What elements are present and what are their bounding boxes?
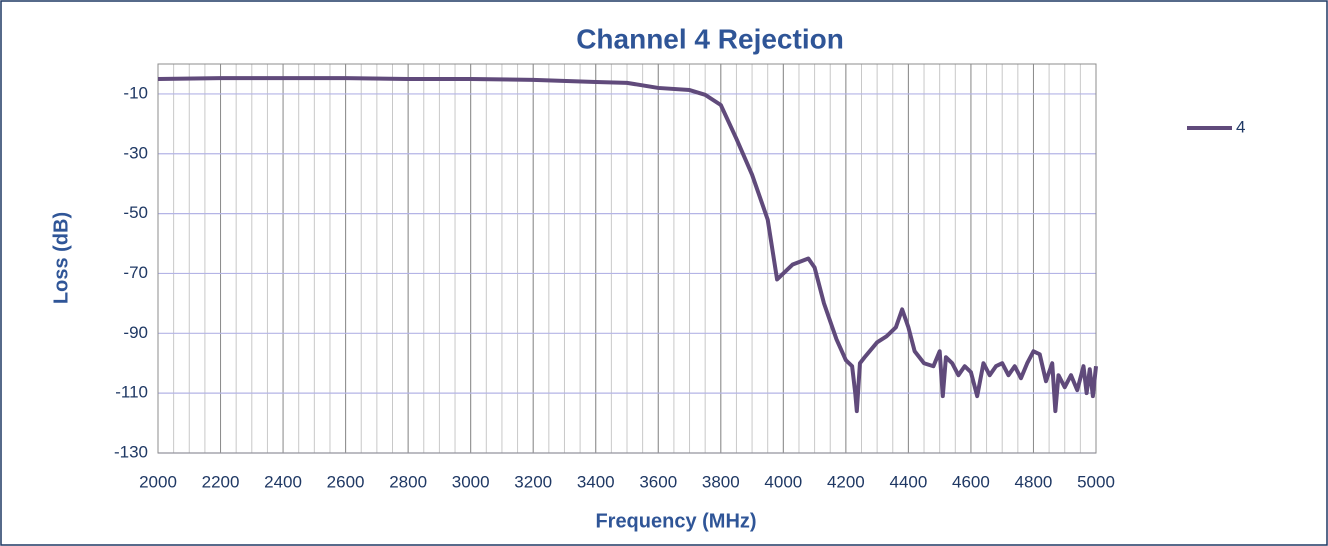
legend-label: 4: [1236, 117, 1245, 136]
x-tick-label: 2400: [264, 472, 302, 491]
plot-border: [157, 63, 1097, 454]
x-tick-label: 2800: [389, 472, 427, 491]
y-tick-label: -90: [123, 323, 148, 342]
x-tick-label: 4000: [764, 472, 802, 491]
y-axis-label: Loss (dB): [50, 212, 72, 304]
chart-title: Channel 4 Rejection: [576, 23, 844, 54]
x-tick-label: 3400: [577, 472, 615, 491]
y-tick-label: -130: [114, 442, 148, 461]
x-tick-label: 3200: [514, 472, 552, 491]
y-tick-label: -70: [123, 263, 148, 282]
x-tick-label: 4200: [827, 472, 865, 491]
x-tick-label: 2000: [139, 472, 177, 491]
data-line: [157, 76, 1098, 414]
y-tick-label: -50: [123, 203, 148, 222]
y-tick-label: -10: [123, 83, 148, 102]
x-tick-label: 3000: [452, 472, 490, 491]
x-tick-label: 2200: [202, 472, 240, 491]
x-tick-label: 2600: [327, 472, 365, 491]
y-tick-label: -110: [115, 383, 148, 402]
x-tick-label: 3600: [639, 472, 677, 491]
x-tick-label: 3800: [702, 472, 740, 491]
x-tick-label: 4600: [952, 472, 990, 491]
x-tick-label: 4400: [889, 472, 927, 491]
x-tick-label: 5000: [1077, 472, 1115, 491]
y-tick-label: -30: [123, 143, 148, 162]
x-tick-label: 4800: [1015, 472, 1053, 491]
x-axis-label: Frequency (MHz): [595, 510, 756, 532]
